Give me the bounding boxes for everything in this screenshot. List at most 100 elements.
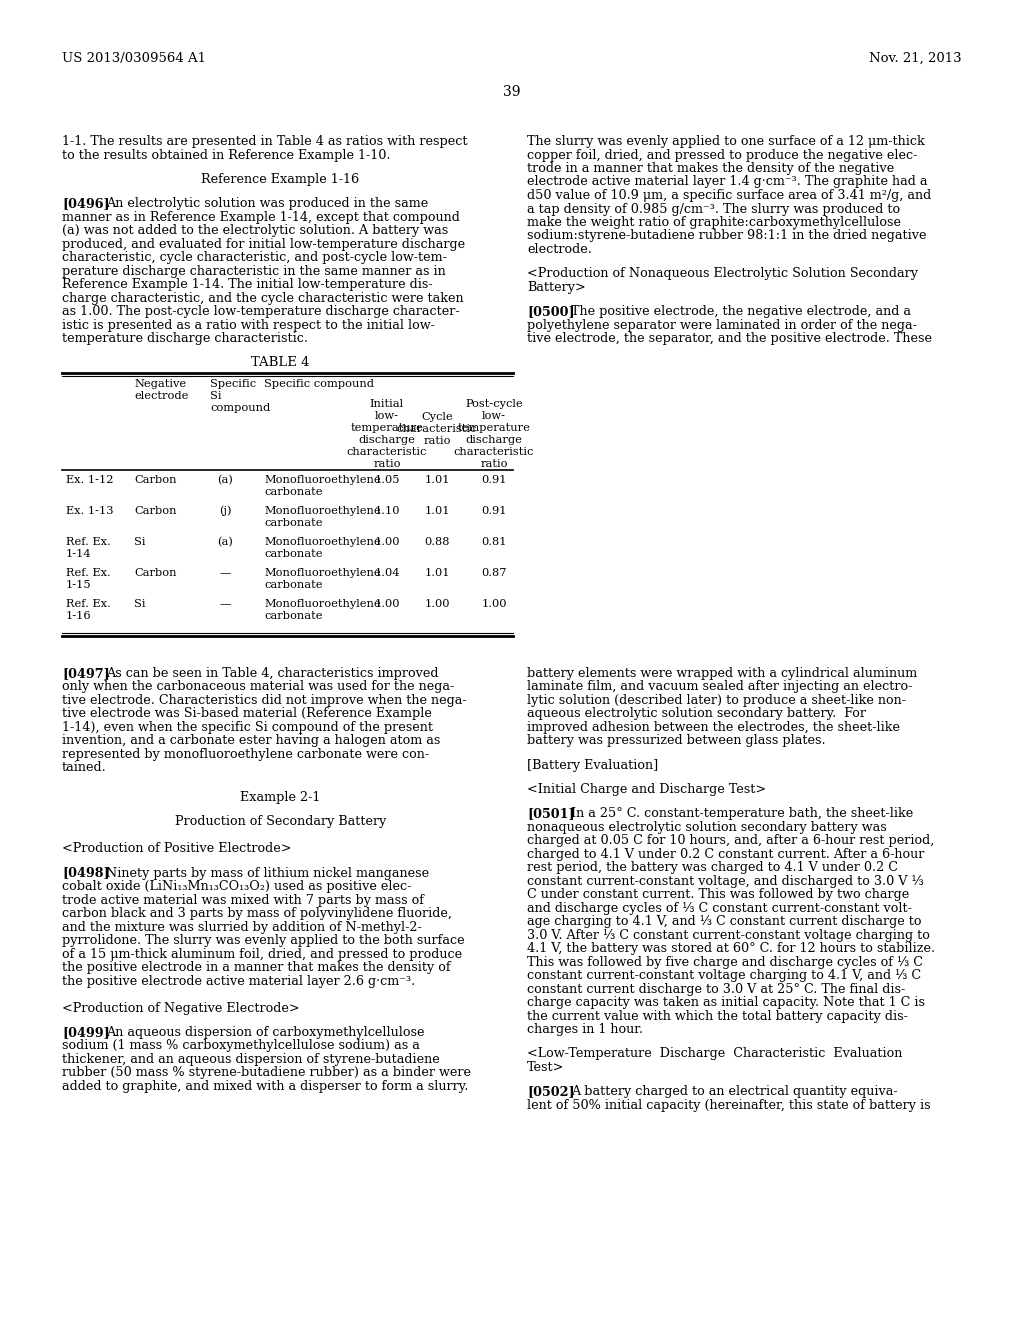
Text: charged at 0.05 C for 10 hours, and, after a 6-hour rest period,: charged at 0.05 C for 10 hours, and, aft…	[527, 834, 934, 847]
Text: sodium (1 mass % carboxymethylcellulose sodium) as a: sodium (1 mass % carboxymethylcellulose …	[62, 1039, 420, 1052]
Text: tained.: tained.	[62, 762, 106, 775]
Text: perature discharge characteristic in the same manner as in: perature discharge characteristic in the…	[62, 264, 445, 277]
Text: 1.04: 1.04	[374, 568, 399, 578]
Text: represented by monofluoroethylene carbonate were con-: represented by monofluoroethylene carbon…	[62, 748, 429, 760]
Text: 0.81: 0.81	[481, 537, 507, 546]
Text: Monofluoroethylene
carbonate: Monofluoroethylene carbonate	[264, 475, 381, 496]
Text: Nov. 21, 2013: Nov. 21, 2013	[869, 51, 962, 65]
Text: 1.10: 1.10	[374, 506, 399, 516]
Text: charge characteristic, and the cycle characteristic were taken: charge characteristic, and the cycle cha…	[62, 292, 464, 305]
Text: <Production of Nonaqueous Electrolytic Solution Secondary: <Production of Nonaqueous Electrolytic S…	[527, 267, 918, 280]
Text: [0501]: [0501]	[527, 808, 574, 820]
Text: Monofluoroethylene
carbonate: Monofluoroethylene carbonate	[264, 568, 381, 590]
Text: 1.01: 1.01	[424, 475, 450, 484]
Text: constant current-constant voltage charging to 4.1 V, and ⅓ C: constant current-constant voltage chargi…	[527, 969, 922, 982]
Text: <Initial Charge and Discharge Test>: <Initial Charge and Discharge Test>	[527, 783, 766, 796]
Text: copper foil, dried, and pressed to produce the negative elec-: copper foil, dried, and pressed to produ…	[527, 149, 918, 161]
Text: added to graphite, and mixed with a disperser to form a slurry.: added to graphite, and mixed with a disp…	[62, 1080, 468, 1093]
Text: Battery>: Battery>	[527, 281, 586, 294]
Text: istic is presented as a ratio with respect to the initial low-: istic is presented as a ratio with respe…	[62, 318, 435, 331]
Text: charged to 4.1 V under 0.2 C constant current. After a 6-hour: charged to 4.1 V under 0.2 C constant cu…	[527, 847, 925, 861]
Text: polyethylene separator were laminated in order of the nega-: polyethylene separator were laminated in…	[527, 318, 916, 331]
Text: [0497]: [0497]	[62, 667, 110, 680]
Text: A battery charged to an electrical quantity equiva-: A battery charged to an electrical quant…	[571, 1085, 898, 1098]
Text: Monofluoroethylene
carbonate: Monofluoroethylene carbonate	[264, 537, 381, 558]
Text: (j): (j)	[219, 506, 231, 516]
Text: sodium:styrene-butadiene rubber 98:1:1 in the dried negative: sodium:styrene-butadiene rubber 98:1:1 i…	[527, 230, 927, 243]
Text: trode active material was mixed with 7 parts by mass of: trode active material was mixed with 7 p…	[62, 894, 424, 907]
Text: Carbon: Carbon	[134, 475, 176, 484]
Text: rubber (50 mass % styrene-butadiene rubber) as a binder were: rubber (50 mass % styrene-butadiene rubb…	[62, 1067, 471, 1080]
Text: [0496]: [0496]	[62, 197, 110, 210]
Text: 1.00: 1.00	[481, 599, 507, 609]
Text: improved adhesion between the electrodes, the sheet-like: improved adhesion between the electrodes…	[527, 721, 900, 734]
Text: 4.1 V, the battery was stored at 60° C. for 12 hours to stabilize.: 4.1 V, the battery was stored at 60° C. …	[527, 942, 935, 956]
Text: thickener, and an aqueous dispersion of styrene-butadiene: thickener, and an aqueous dispersion of …	[62, 1053, 439, 1065]
Text: Example 2-1: Example 2-1	[241, 791, 321, 804]
Text: charges in 1 hour.: charges in 1 hour.	[527, 1023, 643, 1036]
Text: Ex. 1-13: Ex. 1-13	[66, 506, 114, 516]
Text: aqueous electrolytic solution secondary battery.  For: aqueous electrolytic solution secondary …	[527, 708, 866, 721]
Text: Carbon: Carbon	[134, 506, 176, 516]
Text: a tap density of 0.985 g/cm⁻³. The slurry was produced to: a tap density of 0.985 g/cm⁻³. The slurr…	[527, 202, 900, 215]
Text: Ref. Ex.
1-16: Ref. Ex. 1-16	[66, 599, 111, 620]
Text: (a): (a)	[217, 537, 232, 548]
Text: Ex. 1-12: Ex. 1-12	[66, 475, 114, 484]
Text: 0.87: 0.87	[481, 568, 507, 578]
Text: 1.00: 1.00	[374, 599, 399, 609]
Text: 0.91: 0.91	[481, 475, 507, 484]
Text: Ninety parts by mass of lithium nickel manganese: Ninety parts by mass of lithium nickel m…	[106, 867, 429, 879]
Text: Monofluoroethylene
carbonate: Monofluoroethylene carbonate	[264, 599, 381, 620]
Text: 39: 39	[503, 84, 521, 99]
Text: charge capacity was taken as initial capacity. Note that 1 C is: charge capacity was taken as initial cap…	[527, 997, 925, 1010]
Text: rest period, the battery was charged to 4.1 V under 0.2 C: rest period, the battery was charged to …	[527, 861, 898, 874]
Text: Reference Example 1-16: Reference Example 1-16	[202, 173, 359, 186]
Text: only when the carbonaceous material was used for the nega-: only when the carbonaceous material was …	[62, 680, 455, 693]
Text: Post-cycle
low-
temperature
discharge
characteristic
ratio: Post-cycle low- temperature discharge ch…	[454, 399, 535, 469]
Text: the positive electrode in a manner that makes the density of: the positive electrode in a manner that …	[62, 961, 451, 974]
Text: —: —	[219, 599, 230, 609]
Text: [0499]: [0499]	[62, 1026, 110, 1039]
Text: Si: Si	[134, 537, 145, 546]
Text: produced, and evaluated for initial low-temperature discharge: produced, and evaluated for initial low-…	[62, 238, 465, 251]
Text: Cycle
characteristic
ratio: Cycle characteristic ratio	[397, 412, 477, 446]
Text: [0498]: [0498]	[62, 867, 110, 879]
Text: [0500]: [0500]	[527, 305, 574, 318]
Text: temperature discharge characteristic.: temperature discharge characteristic.	[62, 333, 308, 345]
Text: TABLE 4: TABLE 4	[251, 356, 309, 370]
Text: 0.91: 0.91	[481, 506, 507, 516]
Text: Ref. Ex.
1-15: Ref. Ex. 1-15	[66, 568, 111, 590]
Text: 1.00: 1.00	[374, 537, 399, 546]
Text: An aqueous dispersion of carboxymethylcellulose: An aqueous dispersion of carboxymethylce…	[106, 1026, 425, 1039]
Text: carbon black and 3 parts by mass of polyvinylidene fluoride,: carbon black and 3 parts by mass of poly…	[62, 907, 452, 920]
Text: Monofluoroethylene
carbonate: Monofluoroethylene carbonate	[264, 506, 381, 528]
Text: US 2013/0309564 A1: US 2013/0309564 A1	[62, 51, 206, 65]
Text: 3.0 V. After ⅓ C constant current-constant voltage charging to: 3.0 V. After ⅓ C constant current-consta…	[527, 929, 930, 941]
Text: the current value with which the total battery capacity dis-: the current value with which the total b…	[527, 1010, 908, 1023]
Text: pyrrolidone. The slurry was evenly applied to the both surface: pyrrolidone. The slurry was evenly appli…	[62, 935, 465, 946]
Text: Reference Example 1-14. The initial low-temperature dis-: Reference Example 1-14. The initial low-…	[62, 279, 432, 292]
Text: (a) was not added to the electrolytic solution. A battery was: (a) was not added to the electrolytic so…	[62, 224, 449, 238]
Text: 1.01: 1.01	[424, 568, 450, 578]
Text: manner as in Reference Example 1-14, except that compound: manner as in Reference Example 1-14, exc…	[62, 211, 460, 223]
Text: [0502]: [0502]	[527, 1085, 574, 1098]
Text: as 1.00. The post-cycle low-temperature discharge character-: as 1.00. The post-cycle low-temperature …	[62, 305, 460, 318]
Text: 1-14), even when the specific Si compound of the present: 1-14), even when the specific Si compoun…	[62, 721, 433, 734]
Text: the positive electrode active material layer 2.6 g·cm⁻³.: the positive electrode active material l…	[62, 974, 416, 987]
Text: This was followed by five charge and discharge cycles of ⅓ C: This was followed by five charge and dis…	[527, 956, 923, 969]
Text: Test>: Test>	[527, 1061, 564, 1074]
Text: Si: Si	[134, 599, 145, 609]
Text: cobalt oxide (LiNi₁₃Mn₁₃CO₁₃O₂) used as positive elec-: cobalt oxide (LiNi₁₃Mn₁₃CO₁₃O₂) used as …	[62, 880, 412, 894]
Text: characteristic, cycle characteristic, and post-cycle low-tem-: characteristic, cycle characteristic, an…	[62, 251, 446, 264]
Text: lytic solution (described later) to produce a sheet-like non-: lytic solution (described later) to prod…	[527, 694, 906, 706]
Text: <Production of Negative Electrode>: <Production of Negative Electrode>	[62, 1002, 300, 1015]
Text: Carbon: Carbon	[134, 568, 176, 578]
Text: tive electrode was Si-based material (Reference Example: tive electrode was Si-based material (Re…	[62, 708, 432, 721]
Text: An electrolytic solution was produced in the same: An electrolytic solution was produced in…	[106, 197, 428, 210]
Text: 1.01: 1.01	[424, 506, 450, 516]
Text: nonaqueous electrolytic solution secondary battery was: nonaqueous electrolytic solution seconda…	[527, 821, 887, 834]
Text: Production of Secondary Battery: Production of Secondary Battery	[175, 816, 386, 829]
Text: and the mixture was slurried by addition of N-methyl-2-: and the mixture was slurried by addition…	[62, 920, 422, 933]
Text: In a 25° C. constant-temperature bath, the sheet-like: In a 25° C. constant-temperature bath, t…	[571, 808, 913, 820]
Text: battery was pressurized between glass plates.: battery was pressurized between glass pl…	[527, 734, 825, 747]
